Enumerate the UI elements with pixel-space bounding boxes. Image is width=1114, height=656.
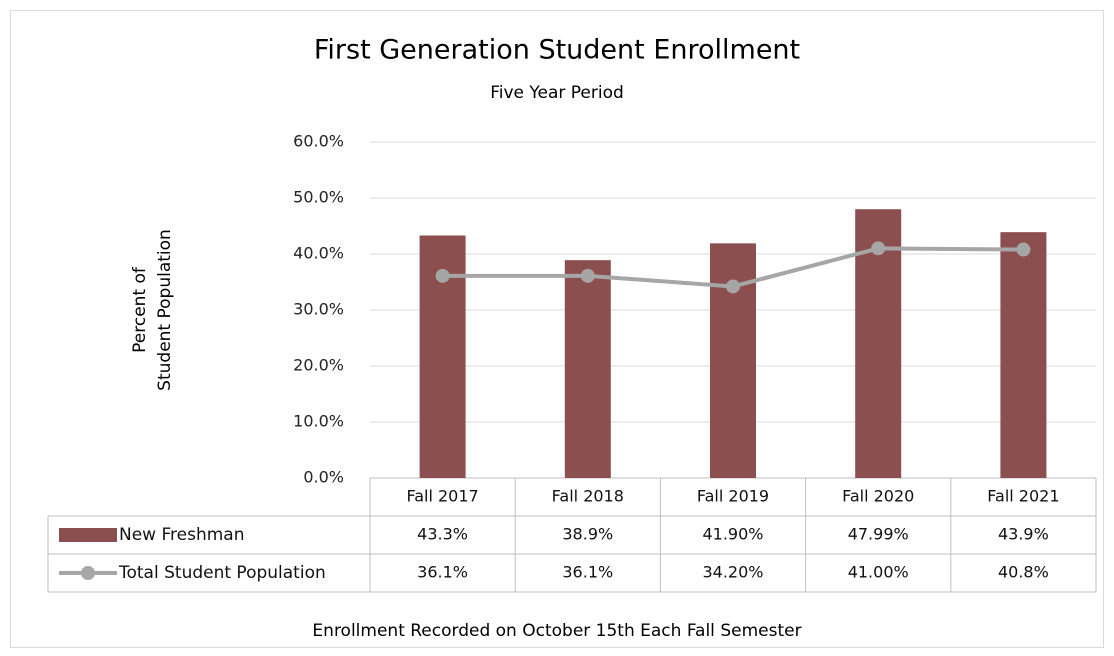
y-tick-label: 60.0%: [293, 132, 344, 151]
data-label: 38.9%: [562, 525, 613, 544]
line-marker: [1016, 242, 1031, 257]
data-label: 34.20%: [702, 563, 763, 582]
data-label: 41.00%: [848, 563, 909, 582]
legend-label: Total Student Population: [118, 563, 326, 583]
bar: [710, 243, 756, 478]
data-label: 41.90%: [702, 525, 763, 544]
data-label: 47.99%: [848, 525, 909, 544]
chart-title: First Generation Student Enrollment: [314, 35, 800, 66]
x-tick-label: Fall 2020: [842, 487, 914, 506]
line-marker: [435, 268, 450, 283]
data-label: 40.8%: [998, 563, 1049, 582]
legend-label: New Freshman: [119, 525, 244, 545]
x-tick-label: Fall 2017: [406, 487, 478, 506]
data-label: 43.9%: [998, 525, 1049, 544]
line-marker: [871, 241, 886, 256]
x-tick-label: Fall 2018: [552, 487, 624, 506]
y-axis-label: Student Population: [155, 229, 175, 391]
data-label: 36.1%: [562, 563, 613, 582]
y-tick-label: 0.0%: [303, 468, 344, 487]
x-tick-label: Fall 2021: [987, 487, 1059, 506]
legend-key: [59, 528, 117, 542]
bar: [1000, 232, 1047, 478]
y-tick-label: 40.0%: [293, 244, 344, 263]
line-marker: [580, 268, 595, 283]
y-tick-label: 50.0%: [293, 188, 344, 207]
y-axis-label: Percent of: [130, 266, 150, 353]
line-marker: [726, 279, 740, 294]
legend-key: [81, 566, 95, 580]
x-tick-label: Fall 2019: [697, 487, 769, 506]
chart-frame: [10, 10, 1104, 648]
bar: [564, 260, 611, 478]
chart-subtitle: Five Year Period: [490, 83, 624, 103]
chart-note: Enrollment Recorded on October 15th Each…: [312, 621, 801, 641]
y-tick-label: 20.0%: [293, 356, 344, 375]
y-tick-label: 30.0%: [293, 300, 344, 319]
data-label: 36.1%: [417, 563, 468, 582]
y-tick-label: 10.0%: [293, 412, 344, 431]
data-label: 43.3%: [417, 525, 468, 544]
